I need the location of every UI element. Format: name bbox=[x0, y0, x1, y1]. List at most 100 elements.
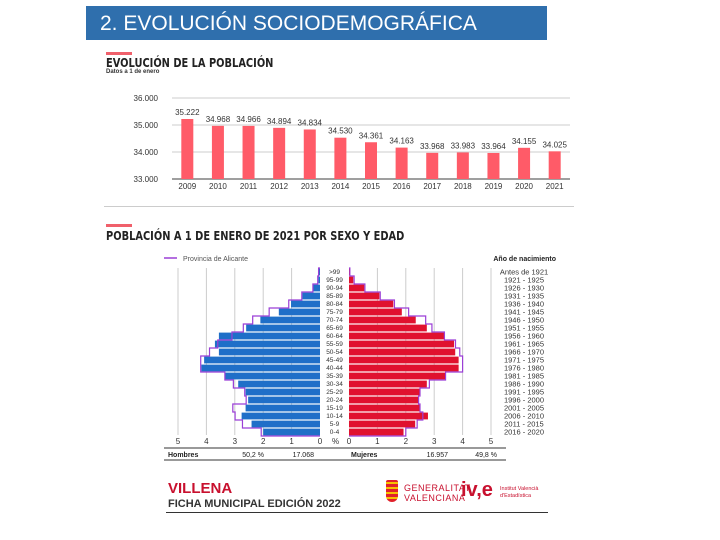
men-bar-35-39 bbox=[224, 372, 320, 380]
women-bar-5-9 bbox=[349, 420, 416, 428]
men-bar-55-59 bbox=[214, 340, 320, 348]
x-tick-label: 3 bbox=[432, 437, 437, 446]
x-tick-label: 0 bbox=[347, 437, 352, 446]
birth-year-label: 1991 - 1995 bbox=[504, 388, 544, 397]
age-label: 10-14 bbox=[326, 413, 343, 420]
x-tick-label: 2021 bbox=[546, 182, 564, 191]
data-label: 33.983 bbox=[451, 141, 476, 150]
women-bar-40-44 bbox=[349, 364, 459, 372]
x-tick-label: 4 bbox=[204, 437, 209, 446]
age-label: 0-4 bbox=[330, 429, 340, 436]
birth-year-label: 1976 - 1980 bbox=[504, 364, 544, 373]
age-label: 60-64 bbox=[326, 333, 343, 340]
data-label: 34.530 bbox=[328, 127, 353, 136]
chart1-title: EVOLUCIÓN DE LA POBLACIÓN bbox=[106, 56, 274, 70]
men-label: Hombres bbox=[168, 452, 198, 459]
women-bar-25-29 bbox=[349, 388, 420, 396]
men-bar-0-4 bbox=[263, 428, 320, 436]
birth-year-label: 2001 - 2005 bbox=[504, 404, 544, 413]
x-tick-label: 4 bbox=[460, 437, 465, 446]
x-tick-label: 2020 bbox=[515, 182, 533, 191]
men-bar-85-89 bbox=[302, 292, 320, 300]
x-tick-label: 1 bbox=[289, 437, 294, 446]
bar-2017 bbox=[426, 152, 439, 179]
bar-2009 bbox=[181, 119, 194, 179]
women-bar-95-99 bbox=[349, 276, 354, 284]
women-pct: 49,8 % bbox=[475, 452, 497, 459]
ive-logo: iv,e bbox=[461, 479, 493, 501]
birth-year-label: 1971 - 1975 bbox=[504, 356, 544, 365]
men-bar-70-74 bbox=[260, 316, 320, 324]
x-tick-label: 2 bbox=[261, 437, 266, 446]
men-bar-20-24 bbox=[248, 396, 320, 404]
footer-rule bbox=[166, 512, 548, 513]
women-bar-30-34 bbox=[349, 380, 427, 388]
men-bar-10-14 bbox=[241, 412, 320, 420]
data-label: 34.966 bbox=[236, 115, 261, 124]
accent-line bbox=[106, 224, 132, 227]
age-label: 80-84 bbox=[326, 301, 343, 308]
x-tick-label: 0 bbox=[318, 437, 323, 446]
age-label: 45-49 bbox=[326, 357, 343, 364]
birth-year-label: 1951 - 1955 bbox=[504, 324, 544, 333]
data-label: 34.155 bbox=[512, 137, 537, 146]
section-banner: 2. EVOLUCIÓN SOCIODEMOGRÁFICA bbox=[86, 6, 547, 40]
data-label: 34.025 bbox=[542, 140, 567, 149]
gva-logo-icon bbox=[386, 480, 398, 502]
men-bar-60-64 bbox=[218, 332, 320, 340]
accent-line bbox=[106, 52, 132, 55]
men-bar->99 bbox=[318, 268, 320, 276]
women-bar-0-4 bbox=[349, 428, 404, 436]
bar-2019 bbox=[487, 152, 500, 179]
birth-year-header: Año de nacimiento bbox=[493, 256, 556, 263]
men-bar-15-19 bbox=[245, 404, 320, 412]
x-tick-label: 2018 bbox=[454, 182, 472, 191]
y-tick-label: 33.000 bbox=[134, 175, 159, 184]
birth-year-label: 1931 - 1935 bbox=[504, 292, 544, 301]
municipality-name: VILLENA bbox=[168, 480, 233, 497]
divider bbox=[104, 206, 574, 207]
gva-logo-text: GENERALITAT VALENCIANA bbox=[404, 483, 471, 503]
men-bar-30-34 bbox=[238, 380, 320, 388]
x-tick-label: % bbox=[332, 437, 339, 446]
birth-year-label: 1926 - 1930 bbox=[504, 284, 544, 293]
province-outline-women bbox=[349, 267, 464, 437]
women-bar-65-69 bbox=[349, 324, 427, 332]
age-label: 25-29 bbox=[326, 389, 343, 396]
x-tick-label: 2009 bbox=[178, 182, 196, 191]
x-tick-label: 2015 bbox=[362, 182, 380, 191]
age-label: 70-74 bbox=[326, 317, 343, 324]
women-bar-85-89 bbox=[349, 292, 380, 300]
y-tick-label: 34.000 bbox=[134, 148, 159, 157]
legend-label: Provincia de Alicante bbox=[183, 256, 248, 263]
x-tick-label: 2017 bbox=[423, 182, 441, 191]
x-tick-label: 2019 bbox=[485, 182, 503, 191]
birth-year-label: 1996 - 2000 bbox=[504, 396, 544, 405]
women-label: Mujeres bbox=[351, 452, 378, 459]
age-label: >99 bbox=[329, 269, 340, 276]
women-bar-10-14 bbox=[349, 412, 428, 420]
x-tick-label: 2014 bbox=[331, 182, 349, 191]
data-label: 34.968 bbox=[206, 115, 231, 124]
age-label: 85-89 bbox=[326, 293, 343, 300]
bar-2010 bbox=[211, 125, 224, 179]
age-label: 15-19 bbox=[326, 405, 343, 412]
bar-2011 bbox=[242, 125, 255, 179]
y-tick-label: 35.000 bbox=[134, 121, 159, 130]
men-bar-5-9 bbox=[251, 420, 320, 428]
birth-year-label: 1981 - 1985 bbox=[504, 372, 544, 381]
women-bar-60-64 bbox=[349, 332, 445, 340]
men-bar-80-84 bbox=[291, 300, 320, 308]
women-bar-50-54 bbox=[349, 348, 456, 356]
birth-year-label: 1966 - 1970 bbox=[504, 348, 544, 357]
women-bar-20-24 bbox=[349, 396, 419, 404]
chart2-title: POBLACIÓN A 1 DE ENERO DE 2021 POR SEXO … bbox=[106, 229, 405, 243]
bar-2012 bbox=[273, 127, 286, 179]
women-bar-75-79 bbox=[349, 308, 402, 316]
women-bar-15-19 bbox=[349, 404, 420, 412]
data-label: 34.894 bbox=[267, 117, 292, 126]
men-bar-95-99 bbox=[318, 276, 320, 284]
men-bar-90-94 bbox=[313, 284, 320, 292]
x-tick-label: 5 bbox=[176, 437, 181, 446]
men-bar-50-54 bbox=[218, 348, 320, 356]
